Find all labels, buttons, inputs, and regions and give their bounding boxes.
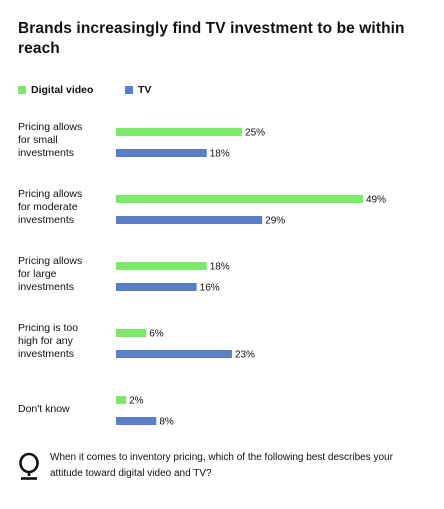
value-label: 6% <box>149 329 164 340</box>
bar <box>116 262 207 270</box>
bar <box>116 216 263 224</box>
question-mark-icon <box>19 452 39 480</box>
category-label: Pricing allows for large investments <box>18 255 82 293</box>
legend-swatch-digital-video <box>18 86 26 94</box>
category-label: Don't know <box>18 403 70 415</box>
value-label: 2% <box>129 396 144 407</box>
question-text: When it comes to inventory pricing, whic… <box>50 452 393 479</box>
value-label: 18% <box>210 262 230 273</box>
category-label: Pricing is too high for any investments <box>18 322 78 360</box>
bar <box>116 329 147 337</box>
bar <box>116 149 207 157</box>
category-label: Pricing allows for moderate investments <box>18 188 82 226</box>
legend-item-digital-video: Digital video <box>18 84 93 96</box>
bar <box>116 128 243 136</box>
bar <box>116 195 363 203</box>
bar <box>116 396 127 404</box>
legend-swatch-tv <box>125 86 133 94</box>
bar <box>116 283 197 291</box>
category-label: Pricing allows for small investments <box>18 121 82 159</box>
legend-label-tv: TV <box>138 84 152 96</box>
value-label: 23% <box>235 350 255 361</box>
value-label: 29% <box>265 216 285 227</box>
value-label: 16% <box>200 283 220 294</box>
value-label: 18% <box>210 149 230 160</box>
legend-label-digital-video: Digital video <box>31 84 94 96</box>
legend-item-tv: TV <box>125 84 151 96</box>
bar <box>116 417 157 425</box>
value-label: 25% <box>245 128 265 139</box>
value-label: 8% <box>159 417 174 428</box>
value-label: 49% <box>366 195 386 206</box>
chart-title: Brands increasingly find TV investment t… <box>18 20 405 57</box>
bar <box>116 350 232 358</box>
bar-chart: Pricing allows for small investments 25% 18%… <box>18 121 386 428</box>
